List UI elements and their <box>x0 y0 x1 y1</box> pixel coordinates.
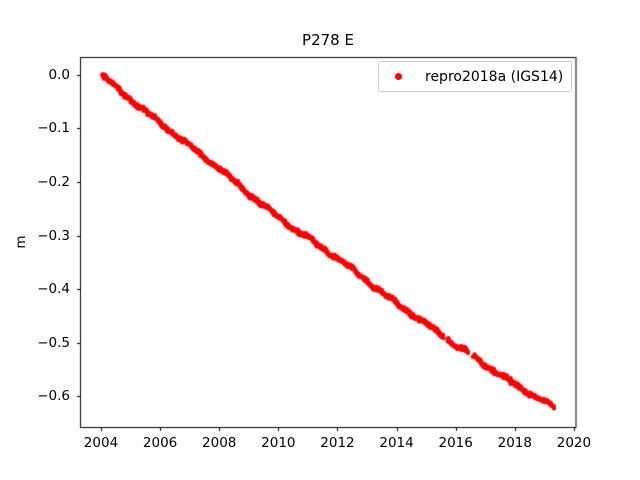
x-tick-label: 2020 <box>556 434 592 451</box>
y-tick-label: −0.4 <box>37 281 70 298</box>
x-tick-label: 2014 <box>379 434 414 451</box>
legend-marker-dot <box>395 73 402 80</box>
x-tick-label: 2008 <box>202 434 237 451</box>
chart-title: P278 E <box>302 31 354 49</box>
y-tick-label: −0.6 <box>37 388 70 405</box>
legend-label: repro2018a (IGS14) <box>425 68 564 85</box>
y-tick-label: −0.3 <box>37 227 70 244</box>
x-tick-label: 2012 <box>320 434 355 451</box>
x-tick-label: 2016 <box>438 434 473 451</box>
y-tick-label: 0.0 <box>48 66 70 83</box>
legend: repro2018a (IGS14) <box>378 61 572 92</box>
x-tick-label: 2004 <box>83 434 119 451</box>
x-tick-label: 2006 <box>142 434 178 451</box>
y-tick-label: −0.1 <box>37 120 70 137</box>
x-tick-label: 2018 <box>497 434 532 451</box>
y-tick-label: −0.2 <box>37 174 70 190</box>
x-tick-label: 2010 <box>261 434 296 451</box>
y-tick-label: −0.5 <box>37 334 70 351</box>
